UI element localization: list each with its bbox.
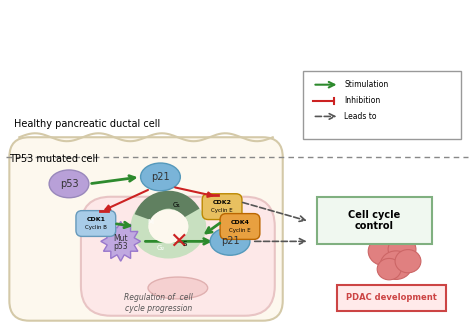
FancyBboxPatch shape xyxy=(302,71,461,139)
Text: S: S xyxy=(182,241,186,247)
Text: G₂: G₂ xyxy=(156,245,164,251)
FancyBboxPatch shape xyxy=(76,210,116,236)
Text: CDK4: CDK4 xyxy=(230,220,249,225)
FancyBboxPatch shape xyxy=(9,137,283,321)
Text: ✕: ✕ xyxy=(169,231,188,251)
Ellipse shape xyxy=(388,237,416,262)
Text: PDAC development: PDAC development xyxy=(346,293,437,302)
Ellipse shape xyxy=(380,251,412,280)
Text: Cyclin E: Cyclin E xyxy=(229,228,251,233)
Ellipse shape xyxy=(49,170,89,198)
Text: Mut: Mut xyxy=(113,234,128,243)
Text: Leads to: Leads to xyxy=(345,112,377,121)
FancyBboxPatch shape xyxy=(337,285,446,311)
Ellipse shape xyxy=(368,237,400,266)
Ellipse shape xyxy=(148,277,208,299)
FancyBboxPatch shape xyxy=(220,213,260,239)
Text: Cyclin E: Cyclin E xyxy=(211,208,233,213)
Text: p21: p21 xyxy=(151,172,170,182)
Ellipse shape xyxy=(148,209,188,243)
Text: Cyclin B: Cyclin B xyxy=(85,225,107,230)
Text: p53: p53 xyxy=(113,242,128,251)
Text: M: M xyxy=(147,218,154,224)
Ellipse shape xyxy=(131,195,206,259)
FancyBboxPatch shape xyxy=(202,194,242,219)
Text: CDK1: CDK1 xyxy=(86,217,105,222)
Text: p53: p53 xyxy=(60,179,78,189)
Text: Inhibition: Inhibition xyxy=(345,96,381,105)
Text: CDK2: CDK2 xyxy=(212,200,232,205)
FancyBboxPatch shape xyxy=(81,197,275,316)
Text: Regulation of  cell
cycle progression: Regulation of cell cycle progression xyxy=(124,293,193,312)
Ellipse shape xyxy=(148,209,188,243)
Ellipse shape xyxy=(141,163,180,191)
Wedge shape xyxy=(135,191,200,220)
FancyBboxPatch shape xyxy=(317,197,432,244)
Text: Healthy pancreatic ductal cell: Healthy pancreatic ductal cell xyxy=(14,119,161,129)
Polygon shape xyxy=(101,221,141,261)
Ellipse shape xyxy=(377,258,401,280)
Ellipse shape xyxy=(395,250,421,273)
Ellipse shape xyxy=(210,227,250,255)
Text: G₁: G₁ xyxy=(172,202,181,208)
Text: Cell cycle
control: Cell cycle control xyxy=(348,210,401,231)
Text: TP53 mutated cell: TP53 mutated cell xyxy=(9,154,98,164)
Text: p21: p21 xyxy=(221,236,239,246)
Text: Stimulation: Stimulation xyxy=(345,80,389,89)
